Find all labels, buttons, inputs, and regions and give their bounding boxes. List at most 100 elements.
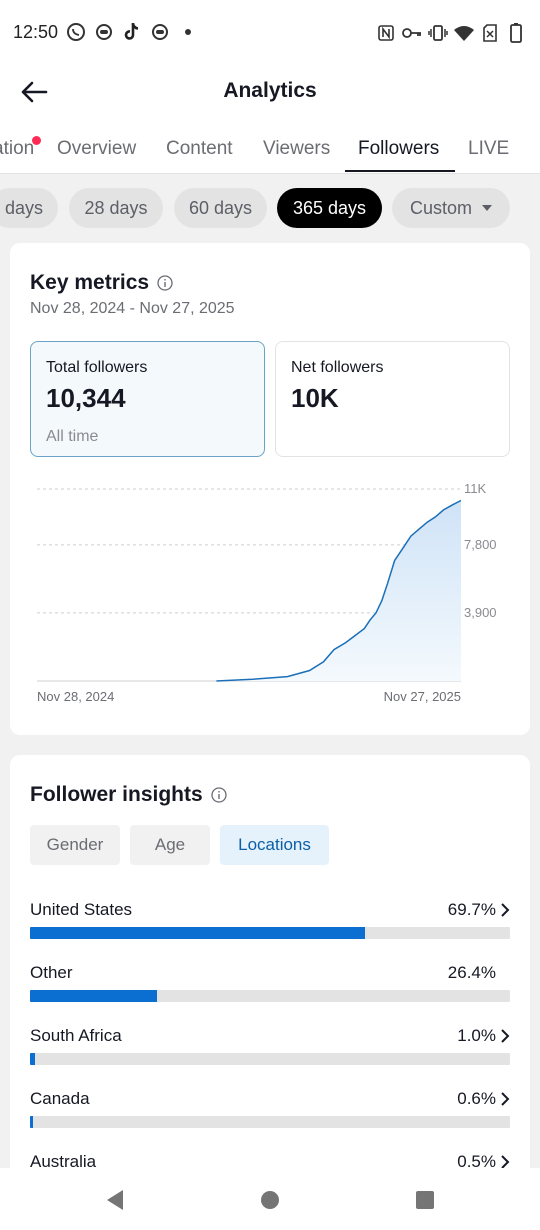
key-metrics-card: Key metrics Nov 28, 2024 - Nov 27, 2025 … (10, 243, 530, 735)
metric-value: 10,344 (46, 383, 126, 413)
notification-dot (32, 136, 41, 145)
y-tick-label: 7,800 (464, 537, 497, 552)
active-tab-indicator (345, 170, 455, 172)
chip-label: 60 days (188, 197, 253, 218)
metric-value: 10K (291, 383, 339, 413)
caret-down-icon (482, 205, 492, 211)
y-tick-label: 11K (464, 481, 486, 496)
info-icon[interactable] (157, 275, 173, 291)
key-icon (402, 23, 422, 43)
tab-content[interactable]: Content (166, 138, 233, 159)
nav-back-button[interactable] (103, 1188, 127, 1212)
tab-viewers[interactable]: Viewers (263, 138, 331, 159)
nav-recents-button[interactable] (413, 1188, 437, 1212)
x-tick-label: Nov 27, 2025 (384, 689, 461, 704)
segment-label: Age (154, 835, 186, 854)
system-nav-bar (0, 1168, 540, 1230)
location-bar-fill (30, 927, 365, 939)
location-row[interactable]: United States 69.7% (30, 900, 510, 950)
no-sim-icon (480, 23, 500, 43)
location-name: Canada (30, 1089, 90, 1108)
chevron-right-icon (501, 1092, 510, 1106)
location-name: Other (30, 963, 73, 982)
chip-7-days[interactable]: days (0, 188, 58, 228)
notification-icons (66, 22, 198, 42)
segment-label: Locations (238, 835, 311, 854)
location-bar-fill (30, 1116, 33, 1128)
analytics-tabs: ation Overview Content Viewers Followers… (0, 118, 540, 174)
location-name: Australia (30, 1152, 97, 1171)
location-percent: 69.7% (448, 900, 510, 920)
nav-home-button[interactable] (258, 1188, 282, 1212)
status-time: 12:50 (13, 22, 59, 42)
metric-label: Net followers (291, 359, 384, 376)
location-percent: 26.4% (448, 963, 510, 983)
location-row[interactable]: Canada 0.6% (30, 1089, 510, 1139)
location-percent: 0.6% (457, 1089, 510, 1109)
chevron-right-icon (501, 1029, 510, 1043)
tiktok-icon (122, 22, 142, 42)
segment-label: Gender (46, 835, 104, 854)
location-row[interactable]: South Africa 1.0% (30, 1026, 510, 1076)
tab-followers[interactable]: Followers (358, 138, 440, 159)
circle-home-icon (261, 1191, 279, 1209)
location-bar-track (30, 990, 510, 1002)
segment-gender[interactable]: Gender (30, 825, 120, 865)
date-range-chips: days 28 days 60 days 365 days Custom (0, 175, 540, 243)
follower-insights-heading: Follower insights (30, 783, 227, 807)
page-title: Analytics (223, 79, 317, 102)
whatsapp-icon (66, 22, 86, 42)
tab-inspiration[interactable]: ation (0, 138, 35, 159)
info-icon[interactable] (211, 787, 227, 803)
square-recents-icon (416, 1191, 434, 1209)
chevron-right-icon (501, 903, 510, 917)
status-bar: 12:50 (0, 0, 540, 66)
location-percent: 1.0% (457, 1026, 510, 1046)
tab-live[interactable]: LIVE (468, 138, 510, 159)
location-bar-track (30, 927, 510, 939)
segment-age[interactable]: Age (130, 825, 210, 865)
arrow-left-icon (21, 81, 48, 103)
location-percent-text: 0.6% (457, 1089, 496, 1108)
metric-subtitle: All time (46, 428, 99, 445)
chip-label: 28 days (84, 197, 148, 218)
location-bar-track (30, 1116, 510, 1128)
location-percent-text: 1.0% (457, 1026, 496, 1045)
follower-insights-card: Follower insights Gender Age Locations U… (10, 755, 530, 1185)
chevron-right-icon (501, 1155, 510, 1169)
location-name: United States (30, 900, 133, 919)
location-percent-text: 26.4% (447, 963, 496, 982)
chip-label: days (4, 197, 44, 218)
chat-bot-icon-2 (150, 22, 170, 42)
app-header: Analytics (0, 66, 540, 118)
nfc-icon (376, 23, 396, 43)
location-percent-text: 69.7% (447, 900, 496, 919)
location-row: Other 26.4% (30, 963, 510, 1013)
key-metrics-title: Key metrics (30, 271, 150, 294)
chip-label: Custom (409, 197, 472, 218)
wifi-icon (454, 23, 474, 43)
chip-label: 365 days (292, 197, 367, 218)
tab-overview[interactable]: Overview (57, 138, 137, 159)
series-line (216, 499, 462, 682)
chip-365-days[interactable]: 365 days (277, 188, 382, 228)
chip-28-days[interactable]: 28 days (69, 188, 163, 228)
location-percent: 0.5% (457, 1152, 510, 1172)
net-followers-card[interactable]: Net followers 10K (275, 341, 510, 457)
segment-locations[interactable]: Locations (220, 825, 329, 865)
key-metrics-heading: Key metrics (30, 271, 173, 295)
chat-bot-icon (94, 22, 114, 42)
location-percent-text: 0.5% (457, 1152, 496, 1171)
more-dot-icon (178, 22, 198, 42)
y-tick-label: 3,900 (464, 605, 497, 620)
back-button[interactable] (16, 74, 52, 110)
system-icons (376, 23, 526, 43)
triangle-back-icon (107, 1190, 123, 1210)
location-bar-track (30, 1053, 510, 1065)
chip-custom[interactable]: Custom (392, 188, 510, 228)
metric-label: Total followers (46, 359, 148, 376)
location-bar-fill (30, 1053, 35, 1065)
x-tick-label: Nov 28, 2024 (37, 689, 114, 704)
chip-60-days[interactable]: 60 days (174, 188, 267, 228)
total-followers-card[interactable]: Total followers 10,344 All time (30, 341, 265, 457)
